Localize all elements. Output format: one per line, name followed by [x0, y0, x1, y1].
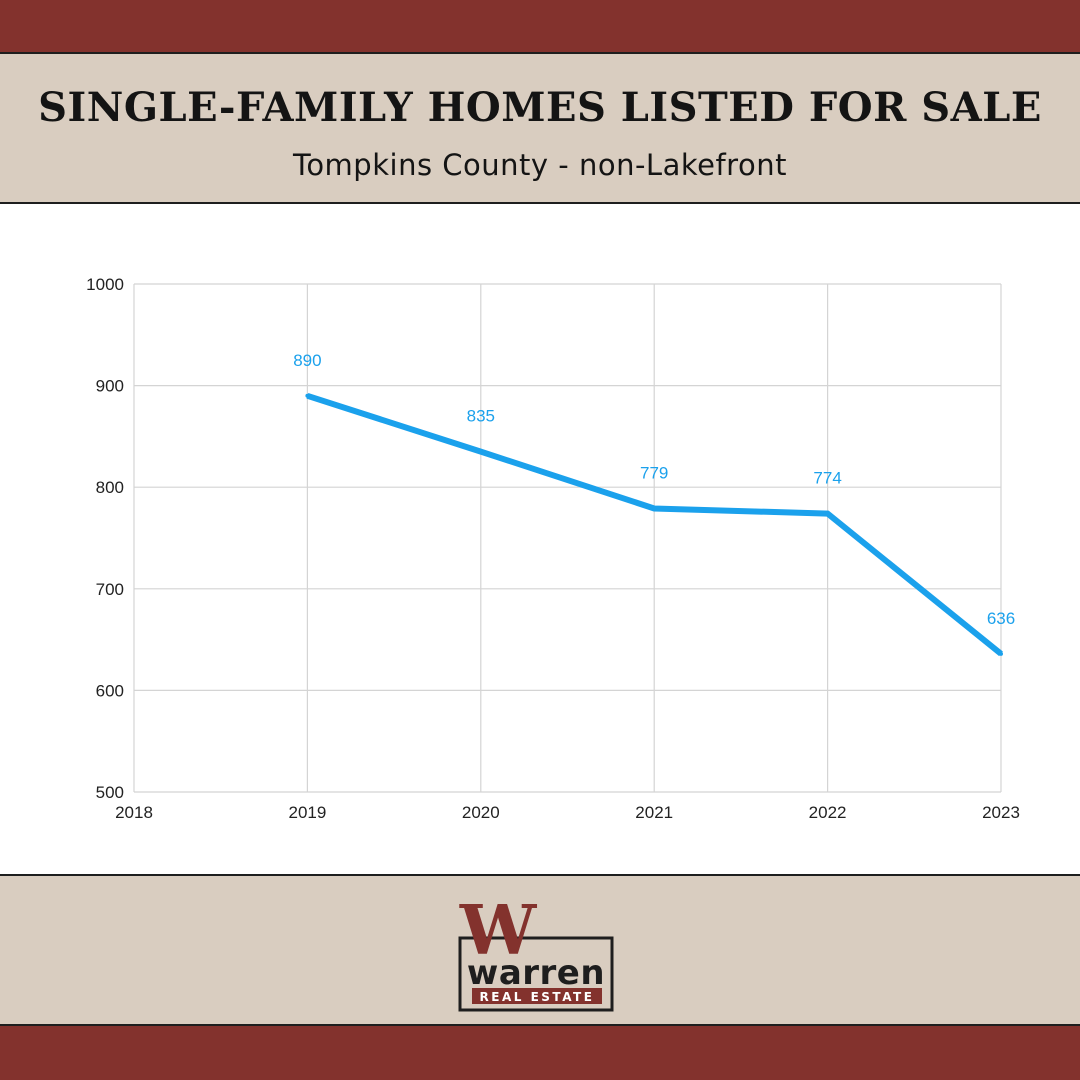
- data-point: [999, 651, 1003, 656]
- x-tick-label: 2019: [288, 803, 326, 822]
- y-tick-label: 700: [96, 580, 124, 599]
- logo-tagline: REAL ESTATE: [480, 990, 595, 1004]
- y-tick-label: 900: [96, 377, 124, 396]
- logo-frame: [458, 936, 614, 1012]
- x-tick-label: 2022: [809, 803, 847, 822]
- footer-panel: W warren REAL ESTATE: [0, 874, 1080, 1026]
- logo-brand: warren: [467, 953, 605, 993]
- x-tick-label: 2023: [982, 803, 1020, 822]
- y-tick-label: 800: [96, 478, 124, 497]
- x-tick-label: 2021: [635, 803, 673, 822]
- header-panel: SINGLE-FAMILY HOMES LISTED FOR SALE Tomp…: [0, 52, 1080, 204]
- top-band: [0, 0, 1080, 52]
- bottom-band: [0, 1026, 1080, 1080]
- y-tick-label: 500: [96, 783, 124, 802]
- logo-tagline-bar: [472, 988, 602, 1004]
- data-label: 890: [293, 351, 321, 370]
- data-label: 636: [987, 609, 1015, 628]
- data-point: [825, 511, 830, 516]
- data-label: 779: [640, 464, 668, 483]
- page-subtitle: Tompkins County - non-Lakefront: [293, 148, 787, 182]
- data-point: [305, 393, 310, 398]
- x-tick-label: 2018: [115, 803, 153, 822]
- page-title: SINGLE-FAMILY HOMES LISTED FOR SALE: [38, 84, 1042, 131]
- y-tick-label: 600: [96, 681, 124, 700]
- x-tick-label: 2020: [462, 803, 500, 822]
- data-point: [652, 506, 657, 511]
- warren-logo: W warren REAL ESTATE: [458, 898, 614, 1012]
- data-point: [478, 449, 483, 454]
- data-label: 835: [467, 407, 495, 426]
- chart-area: 1000 900 800 700 600 500 2018 2019 2020 2021 2022 2…: [0, 206, 1080, 872]
- data-label: 774: [813, 469, 841, 488]
- logo-letter: W: [459, 898, 538, 971]
- y-tick-label: 1000: [86, 275, 124, 294]
